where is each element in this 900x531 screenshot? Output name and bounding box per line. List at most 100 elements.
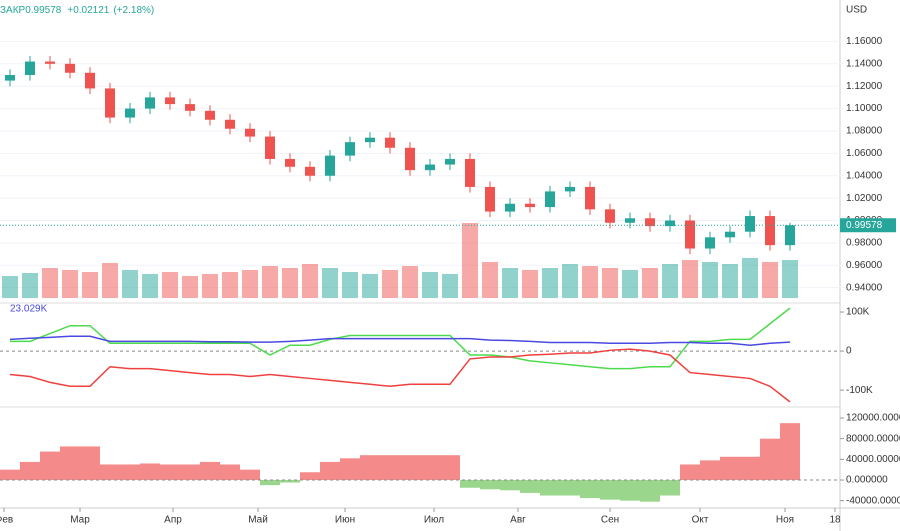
x-tick-label: Авг <box>510 515 526 526</box>
candle-body <box>465 158 475 187</box>
bar <box>280 479 300 483</box>
volume-bar <box>462 223 478 298</box>
bar <box>300 472 320 480</box>
y-tick-label: 1.02000 <box>846 193 883 204</box>
y-tick-label: 1.10000 <box>846 103 883 114</box>
candle-body <box>265 136 275 159</box>
volume-bar <box>162 272 178 298</box>
volume-bar <box>442 274 458 298</box>
bar <box>760 438 780 480</box>
volume-bar <box>582 266 598 298</box>
volume-bar <box>482 262 498 298</box>
bar <box>380 455 400 480</box>
legend-change: +0.02121 <box>67 5 109 16</box>
volume-bar <box>642 268 658 298</box>
candle-body <box>445 158 455 165</box>
candle-body <box>645 218 655 227</box>
bar <box>260 479 280 486</box>
candle-body <box>125 108 135 118</box>
bar <box>420 455 440 480</box>
candle-body <box>745 216 755 232</box>
candle-body <box>405 147 415 171</box>
candle-body <box>225 119 235 129</box>
candle-body <box>365 137 375 143</box>
y-tick-label: 1.16000 <box>846 36 883 47</box>
candle-body <box>305 166 315 176</box>
y-tick-label: 1.12000 <box>846 81 883 92</box>
volume-bar <box>382 270 398 298</box>
bar <box>480 479 500 490</box>
volume-bar <box>322 268 338 298</box>
volume-bar <box>502 268 518 298</box>
y-tick-label: 100K <box>846 307 870 318</box>
x-tick-label: Май <box>248 515 268 526</box>
price-tag <box>840 218 896 233</box>
volume-bar <box>402 266 418 298</box>
y-tick-label: 1.08000 <box>846 126 883 137</box>
candle-body <box>5 75 15 81</box>
candle-body <box>665 220 675 227</box>
bar <box>220 464 240 480</box>
line-series <box>9 335 791 346</box>
bar <box>780 423 800 480</box>
bar <box>560 479 580 496</box>
y-tick-label: -100K <box>846 385 873 396</box>
volume-bar <box>182 276 198 298</box>
bar <box>140 463 160 480</box>
volume-bar <box>622 270 638 298</box>
volume-bar <box>542 268 558 298</box>
candle-body <box>425 164 435 171</box>
bar <box>60 446 80 480</box>
candle-body <box>65 63 75 73</box>
volume-bar <box>682 260 698 298</box>
volume-bar <box>762 262 778 298</box>
candle-body <box>785 225 795 246</box>
bar <box>440 455 460 480</box>
volume-bar <box>722 264 738 298</box>
bar <box>20 461 40 480</box>
bar <box>240 469 260 480</box>
volume-bar <box>662 264 678 298</box>
bar <box>720 456 740 480</box>
x-tick-label: Июн <box>335 515 355 526</box>
bar <box>600 479 620 500</box>
x-tick-label: Мар <box>70 515 90 526</box>
bar <box>320 461 340 480</box>
candle-body <box>145 97 155 109</box>
bar <box>400 455 420 480</box>
bar <box>540 479 560 496</box>
volume-bar <box>702 262 718 298</box>
y-tick-label: 0.94000 <box>846 282 883 293</box>
volume-bar <box>342 272 358 298</box>
bar <box>460 479 480 488</box>
candle-body <box>585 186 595 210</box>
candle-body <box>205 110 215 120</box>
bar <box>360 455 380 480</box>
candle-body <box>525 203 535 208</box>
y-tick-label: 1.04000 <box>846 170 883 181</box>
volume-bar <box>362 274 378 298</box>
x-tick-label: Апр <box>164 515 182 526</box>
line-series <box>9 348 791 403</box>
bar <box>0 469 20 480</box>
x-tick-label: Июл <box>424 515 444 526</box>
volume-bar <box>602 268 618 298</box>
y-tick-label: 0.000000 <box>846 475 888 486</box>
volume-bar <box>282 268 298 298</box>
volume-bar <box>142 274 158 298</box>
y-tick-label: 0 <box>846 346 852 357</box>
candle-body <box>385 137 395 148</box>
y-tick-label: 1.14000 <box>846 58 883 69</box>
candle-body <box>725 231 735 238</box>
bar <box>740 456 760 480</box>
volume-bar <box>782 260 798 298</box>
candle-body <box>485 186 495 212</box>
volume-bar <box>22 273 38 298</box>
bar <box>180 464 200 480</box>
bar <box>200 461 220 480</box>
candle-body <box>165 97 175 105</box>
volume-bar <box>422 272 438 298</box>
x-tick-label: Ноя <box>776 515 794 526</box>
legend-pct: (+2.18%) <box>113 5 154 16</box>
volume-bar <box>522 270 538 298</box>
